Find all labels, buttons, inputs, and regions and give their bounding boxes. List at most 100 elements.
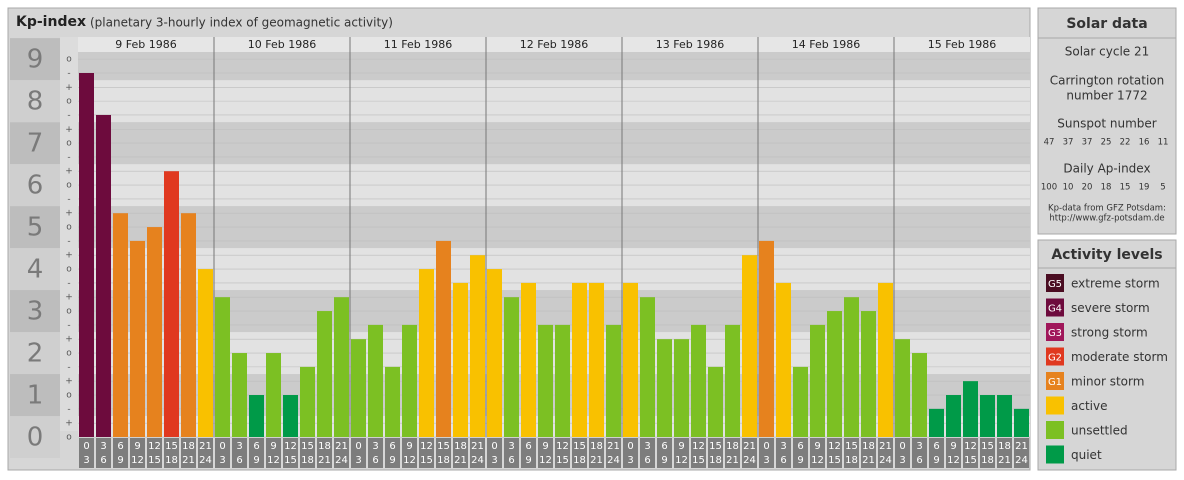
band: [10, 374, 60, 417]
bar: [130, 240, 145, 437]
bar: [589, 282, 604, 437]
interval-cell: [606, 438, 621, 468]
interval-cell: [334, 438, 349, 468]
date-label: 12 Feb 1986: [520, 38, 588, 51]
minor-tick-label: o: [66, 55, 72, 65]
bar: [436, 240, 451, 437]
x-tick-label: 18: [454, 441, 467, 452]
bar: [1014, 408, 1029, 437]
x-tick-label: 6: [916, 455, 922, 466]
bar: [912, 353, 927, 437]
interval-cell: [300, 438, 315, 468]
legend-label: quiet: [1071, 448, 1102, 462]
bar: [759, 240, 774, 437]
x-tick-label: 15: [420, 455, 433, 466]
interval-cell: [742, 438, 757, 468]
x-tick-label: 24: [471, 455, 484, 466]
bar: [708, 366, 723, 437]
bar: [232, 353, 247, 437]
panel-text: 11: [1158, 138, 1169, 148]
bar: [266, 353, 281, 437]
interval-cell: [674, 438, 689, 468]
x-tick-label: 21: [318, 455, 331, 466]
interval-cell: [232, 438, 247, 468]
minor-tick-label: o: [66, 391, 72, 401]
bar: [334, 297, 349, 437]
x-tick-label: 12: [539, 455, 552, 466]
panel-text: Solar cycle 21: [1065, 45, 1150, 59]
interval-cell: [929, 438, 944, 468]
bar: [793, 366, 808, 437]
interval-cell: [164, 438, 179, 468]
interval-cell: [759, 438, 774, 468]
bar: [827, 311, 842, 437]
interval-cell: [385, 438, 400, 468]
legend-swatch: [1046, 347, 1064, 366]
minor-tick-label: o: [66, 97, 72, 107]
x-tick-label: 12: [284, 441, 297, 452]
legend-label: minor storm: [1071, 375, 1144, 389]
legend-badge: G3: [1048, 328, 1062, 339]
panel-text: number 1772: [1066, 89, 1147, 103]
x-tick-label: 18: [301, 455, 314, 466]
minor-tick-label: -: [67, 320, 70, 330]
interval-cell: [555, 438, 570, 468]
x-tick-label: 3: [355, 455, 361, 466]
x-tick-label: 9: [406, 441, 412, 452]
interval-cell: [453, 438, 468, 468]
interval-cell: [946, 438, 961, 468]
x-tick-label: 18: [709, 455, 722, 466]
legend-swatch: [1046, 274, 1064, 292]
interval-cell: [912, 438, 927, 468]
bar: [691, 324, 706, 437]
x-tick-label: 6: [372, 455, 378, 466]
y-tick-label: 8: [27, 87, 44, 117]
x-tick-label: 21: [726, 455, 739, 466]
legend-swatch: [1046, 298, 1064, 317]
x-tick-label: 15: [284, 455, 297, 466]
interval-cell: [623, 438, 638, 468]
x-tick-label: 12: [148, 441, 161, 452]
legend-badge: G5: [1048, 279, 1062, 290]
x-tick-label: 21: [335, 441, 348, 452]
interval-cell: [317, 438, 332, 468]
y-tick-label: 2: [27, 339, 44, 369]
bar: [113, 213, 128, 437]
interval-cell: [1014, 438, 1029, 468]
minor-tick-label: +: [65, 167, 73, 177]
bar: [215, 297, 230, 437]
legend-label: unsettled: [1071, 424, 1128, 438]
panel-text: Activity levels: [1051, 247, 1162, 263]
x-tick-label: 15: [573, 441, 586, 452]
panel-text: 16: [1139, 138, 1150, 148]
x-tick-label: 3: [236, 441, 242, 452]
x-tick-label: 18: [998, 441, 1011, 452]
bar: [419, 269, 434, 437]
bar: [470, 255, 485, 437]
minor-tick-label: -: [67, 110, 70, 120]
x-tick-label: 0: [491, 441, 497, 452]
x-tick-label: 9: [797, 455, 803, 466]
panel-text: 25: [1101, 138, 1112, 148]
interval-cell: [521, 438, 536, 468]
x-tick-label: 9: [134, 441, 140, 452]
date-label: 14 Feb 1986: [792, 38, 860, 51]
x-tick-label: 3: [100, 441, 106, 452]
minor-column: [60, 37, 78, 431]
band: [10, 416, 60, 458]
interval-cell: [827, 438, 842, 468]
interval-cell: [368, 438, 383, 468]
y-tick-label: 7: [27, 129, 44, 159]
interval-cell: [249, 438, 264, 468]
x-tick-label: 3: [627, 455, 633, 466]
minor-tick-label: +: [65, 125, 73, 135]
y-tick-label: 9: [27, 45, 44, 75]
x-tick-label: 6: [508, 455, 514, 466]
x-tick-label: 21: [182, 455, 195, 466]
legend-label: severe storm: [1071, 301, 1150, 315]
bar: [946, 395, 961, 437]
x-tick-label: 12: [556, 441, 569, 452]
x-tick-label: 15: [828, 455, 841, 466]
interval-cell: [725, 438, 740, 468]
x-tick-label: 9: [542, 441, 548, 452]
